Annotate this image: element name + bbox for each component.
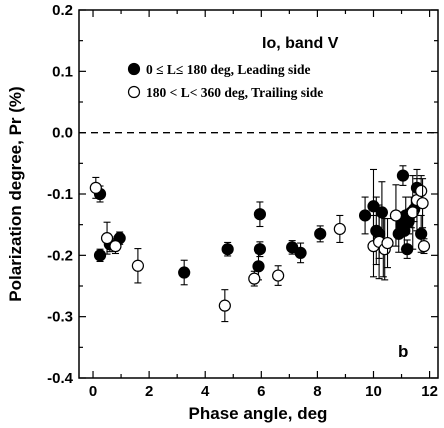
y-tick-label: 0.0 bbox=[52, 125, 73, 142]
y-tick-label: -0.3 bbox=[47, 309, 73, 326]
data-point-leading bbox=[286, 241, 299, 254]
y-tick-label: -0.1 bbox=[47, 186, 73, 203]
data-point-trailing bbox=[248, 272, 261, 285]
tick-marks bbox=[79, 9, 438, 379]
x-tick-labels: 0 2 4 6 8 10 12 bbox=[89, 383, 438, 400]
x-tick-label: 12 bbox=[421, 383, 438, 400]
series-trailing bbox=[89, 168, 431, 323]
data-point-leading bbox=[396, 169, 410, 182]
x-tick-label: 4 bbox=[201, 383, 210, 400]
data-point-leading bbox=[253, 243, 267, 256]
legend-entry-trailing: 180 < L< 360 deg, Trailing side bbox=[146, 85, 323, 100]
data-point-leading bbox=[294, 246, 307, 259]
data-point-leading bbox=[252, 260, 265, 273]
data-point-leading bbox=[358, 209, 372, 222]
y-axis-title: Polarization degree, Pr (%) bbox=[6, 86, 25, 301]
data-point-leading bbox=[253, 208, 267, 221]
legend-marker-open bbox=[127, 85, 141, 99]
data-points bbox=[89, 165, 431, 323]
panel-label: b bbox=[398, 342, 408, 361]
y-tick-label: -0.2 bbox=[47, 247, 73, 264]
x-tick-label: 2 bbox=[145, 383, 153, 400]
data-point-trailing bbox=[381, 236, 394, 250]
legend: Io, band V 0 ≤ L≤ 180 deg, Leading side … bbox=[127, 35, 339, 100]
data-point-trailing bbox=[131, 259, 144, 272]
legend-title: Io, band V bbox=[262, 35, 339, 52]
legend-entry-leading: 0 ≤ L≤ 180 deg, Leading side bbox=[146, 62, 310, 77]
x-tick-label: 6 bbox=[257, 383, 265, 400]
legend-marker-filled bbox=[127, 62, 141, 76]
data-point-leading bbox=[93, 249, 107, 262]
data-point-trailing bbox=[406, 206, 419, 219]
x-tick-label: 10 bbox=[365, 383, 382, 400]
x-tick-label: 0 bbox=[89, 383, 97, 400]
y-tick-label: 0.1 bbox=[52, 63, 73, 80]
data-point-leading bbox=[178, 266, 191, 279]
data-point-leading bbox=[221, 243, 234, 256]
data-point-leading bbox=[314, 227, 327, 240]
data-point-trailing bbox=[272, 269, 285, 282]
data-point-trailing bbox=[100, 232, 114, 245]
y-tick-label: -0.4 bbox=[47, 370, 74, 387]
data-point-trailing bbox=[333, 222, 346, 236]
x-tick-label: 8 bbox=[313, 383, 321, 400]
data-point-trailing bbox=[389, 209, 403, 222]
data-point-trailing bbox=[416, 197, 429, 210]
series-leading bbox=[93, 165, 428, 286]
data-point-trailing bbox=[415, 184, 428, 198]
x-axis-title: Phase angle, deg bbox=[189, 404, 328, 423]
y-tick-labels: -0.4 -0.3 -0.2 -0.1 0.0 0.1 0.2 bbox=[47, 2, 74, 387]
y-tick-label: 0.2 bbox=[52, 2, 73, 19]
data-point-leading bbox=[375, 206, 389, 219]
data-point-trailing bbox=[89, 181, 102, 194]
data-point-trailing bbox=[417, 240, 431, 253]
data-point-trailing bbox=[218, 299, 231, 312]
data-point-trailing bbox=[109, 240, 122, 253]
